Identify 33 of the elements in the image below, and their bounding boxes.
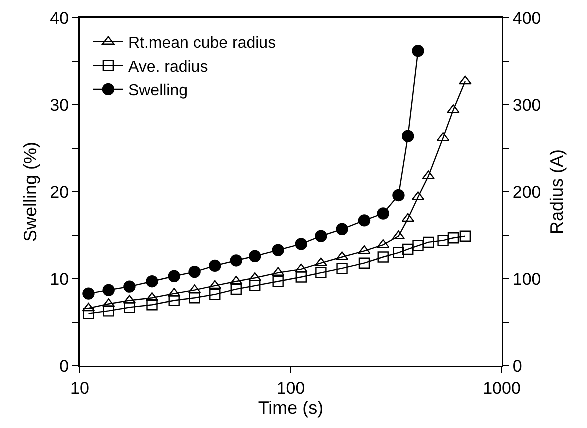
point [102,284,115,296]
y-tick-label: 40 [50,8,70,28]
point [336,223,348,236]
legend-label: Swelling [128,82,188,100]
point [82,288,95,300]
legend-label: Rt.mean cube radius [128,35,276,52]
point [124,280,136,293]
y2-tick-label: 100 [512,270,542,289]
point [315,230,328,242]
x-tick-label: 10 [70,378,90,398]
x-axis-title: Time (s) [258,398,324,418]
point [295,238,308,250]
point [168,270,180,282]
point [146,276,158,288]
point [358,214,371,227]
y-tick-label: 10 [50,270,70,289]
legend-label: Ave. radius [128,58,208,76]
point [230,254,242,267]
y-tick-label: 0 [60,356,70,376]
point [272,244,284,256]
y2-axis-title: Radius (A) [547,149,568,235]
x-tick-label: 1000 [483,378,521,398]
y-tick-label: 30 [50,96,70,115]
point [209,260,222,272]
point [188,266,201,278]
y2-tick-label: 300 [512,96,542,115]
y-tick-label: 20 [50,182,70,202]
x-tick-label: 100 [276,378,306,398]
y2-tick-label: 0 [512,356,522,376]
y2-tick-label: 400 [512,8,542,28]
y-axis-title: Swelling (%) [20,142,41,242]
y2-tick-label: 200 [512,182,542,202]
point [377,208,390,220]
